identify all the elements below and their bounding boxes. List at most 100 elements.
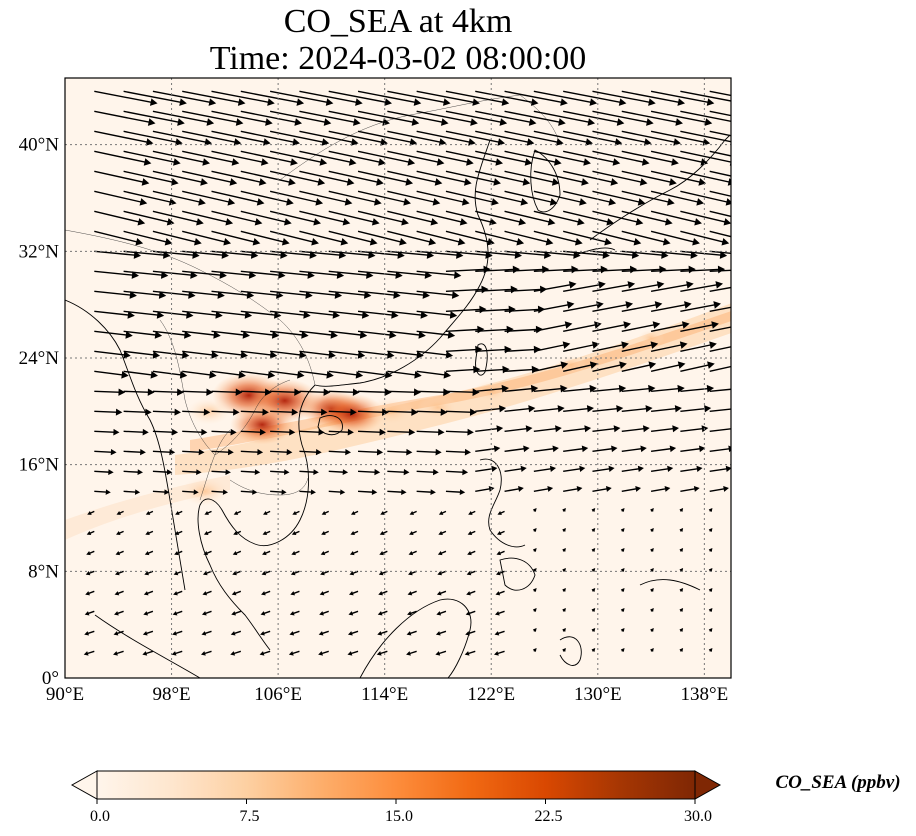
wind-arrow [299,350,336,359]
wind-arrow [240,408,269,416]
wind-arrow [650,321,690,333]
wind-arrow [416,170,472,186]
wind-arrow [376,650,388,656]
wind-arrow [494,650,505,656]
wind-arrow [299,110,361,126]
wind-arrow [232,570,242,576]
wind-arrow [299,408,328,416]
wind-arrow [445,90,510,106]
coastline-mindanao [499,557,536,591]
wind-arrow [562,548,566,552]
wind-arrow [563,405,594,413]
wind-arrow [679,528,684,532]
wind-arrow [211,370,246,379]
wind-arrow [465,630,476,636]
wind-arrow [495,590,505,596]
wind-arrow [592,486,612,493]
wind-arrow [650,361,686,373]
wind-arrow [592,405,624,413]
wind-arrow [270,449,293,456]
wind-arrow [328,330,368,339]
wind-arrow [592,341,629,353]
wind-arrow [123,270,169,279]
wind-arrow [240,370,276,379]
wind-arrow [211,230,261,246]
wind-arrow [679,548,684,552]
wind-arrow [328,210,380,226]
wind-arrow [182,90,246,106]
wind-arrow [620,648,625,652]
wind-arrow [620,628,625,632]
wind-arrow [592,425,621,433]
wind-arrow [94,150,152,166]
wind-arrow [211,350,248,359]
wind-arrow [387,310,428,319]
wind-arrow [94,330,133,339]
wind-arrow [85,570,95,576]
wind-arrow [496,530,505,536]
wind-arrow [709,465,731,473]
wind-arrow [123,130,183,146]
wind-arrow [416,130,476,146]
wind-arrow [152,130,213,146]
wind-arrow [680,361,715,373]
wind-arrow [563,486,583,493]
wind-arrow [708,628,713,632]
wind-arrow [592,465,615,473]
wind-arrow [533,190,587,206]
wind-arrow [504,486,524,493]
wind-arrow [504,110,566,126]
wind-arrow [152,90,217,106]
wind-arrow [445,365,481,374]
wind-arrow [270,270,315,279]
wind-arrow [269,150,328,166]
wind-arrow [357,370,393,379]
wind-arrow [240,330,280,339]
wind-arrow [240,388,272,396]
wind-arrow [203,550,212,556]
wind-arrow [650,528,654,532]
wind-arrow [650,648,654,652]
wind-arrow [437,550,447,556]
wind-arrow [347,630,359,636]
wind-arrow [299,310,340,319]
wind-arrow [680,170,731,186]
wind-arrow [591,648,596,652]
wind-arrow [288,650,300,656]
wind-arrow [123,210,175,226]
wind-arrow [709,408,731,413]
wind-arrow [240,230,290,246]
wind-arrow [709,286,731,293]
wind-arrow [533,341,571,353]
wind-arrow [358,408,389,416]
wind-arrow [532,588,537,592]
wind-arrow [289,610,300,616]
wind-arrow [233,530,242,536]
wind-arrow [592,190,646,206]
wind-arrow [328,489,346,495]
wind-arrow [592,170,648,186]
wind-arrow [174,550,183,556]
wind-arrow [621,281,665,293]
coastline-borneo [359,598,472,678]
colorbar-tick-label: 30.0 [684,808,712,825]
wind-arrow [94,388,126,396]
wind-arrow [85,590,95,596]
co-hotspot [187,398,231,425]
wind-arrow [379,530,388,536]
wind-arrow [533,170,589,186]
wind-arrow [211,388,243,396]
wind-arrow [299,170,355,186]
wind-arrow [290,570,300,576]
wind-arrow [182,469,202,476]
wind-arrow [621,361,657,373]
wind-arrow [437,570,447,576]
wind-arrow [211,428,237,436]
wind-arrow [709,326,731,333]
lon-tick-label: 106°E [254,684,302,705]
wind-arrow [466,570,476,576]
wind-arrow [94,130,154,146]
wind-arrow [680,384,715,393]
wind-arrow [495,570,505,576]
wind-arrow [708,608,713,612]
